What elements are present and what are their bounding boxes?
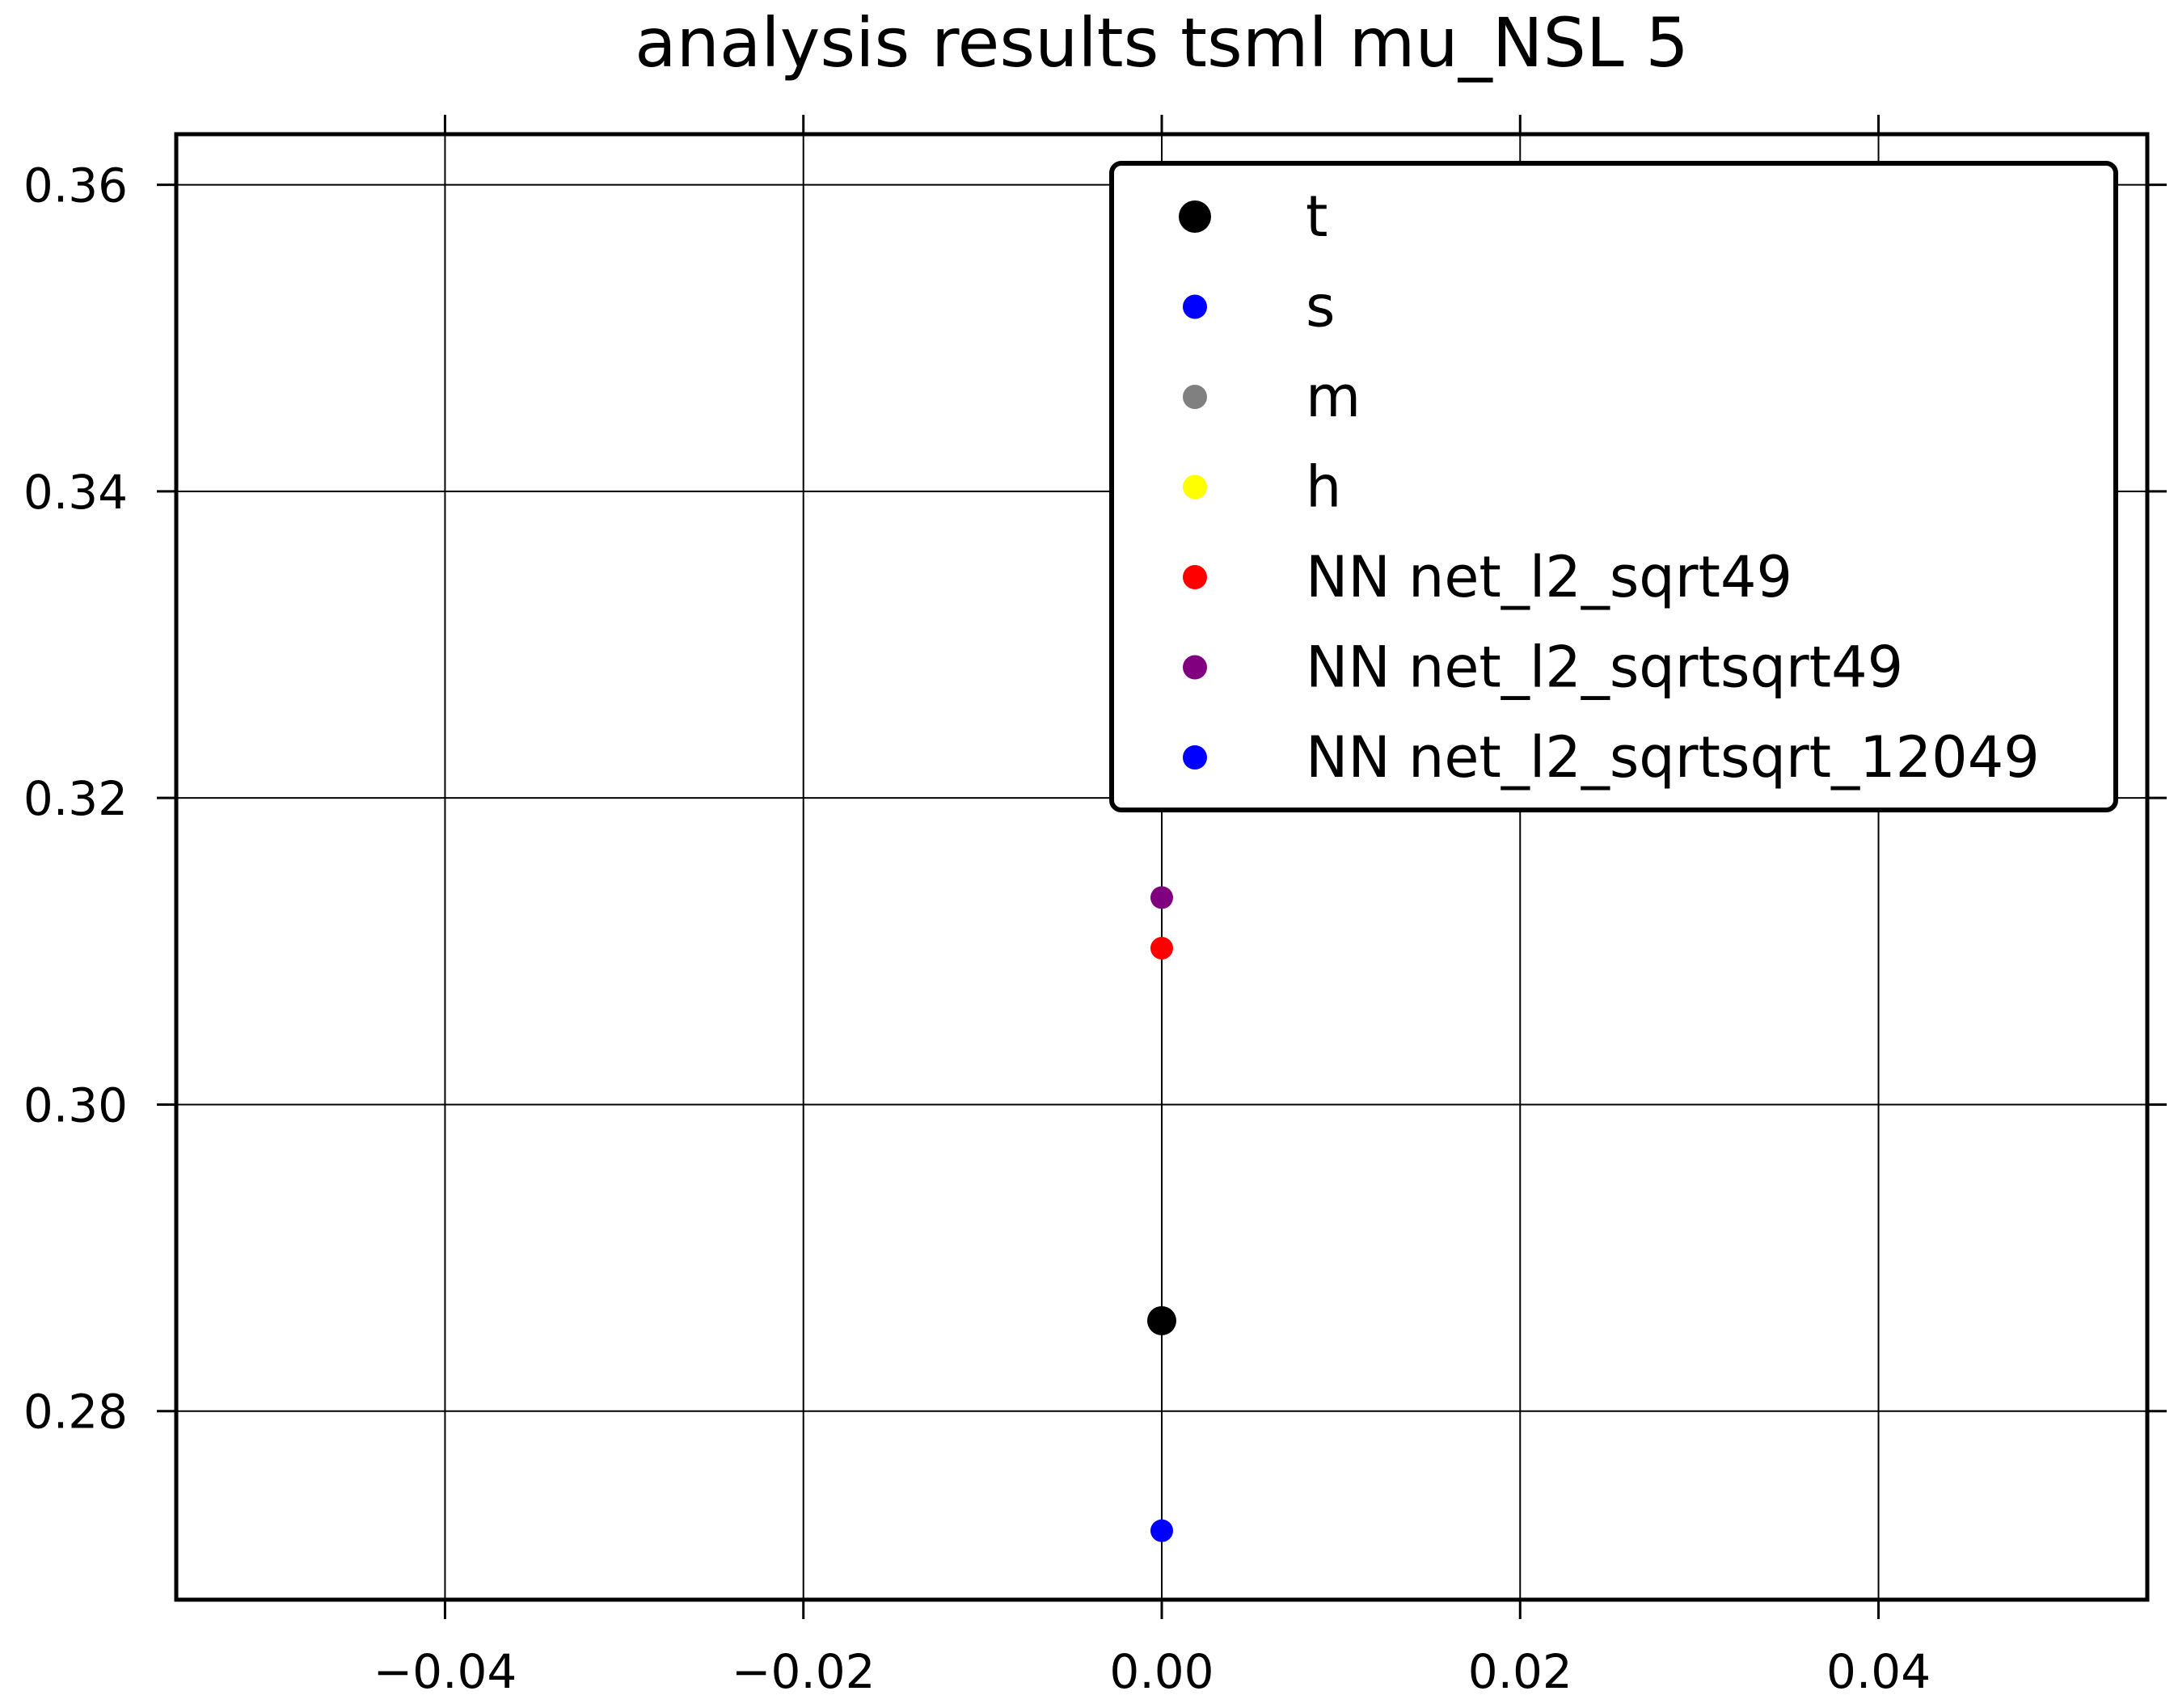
legend-box: [1109, 161, 2118, 812]
data-point: [1150, 1519, 1173, 1542]
y-tick-label: 0.30: [23, 1078, 128, 1132]
x-tick-label: −0.04: [374, 1644, 517, 1699]
y-tick-label: 0.36: [23, 158, 128, 213]
legend-marker: [1183, 745, 1207, 770]
x-tick-label: 0.02: [1468, 1644, 1572, 1699]
legend-marker: [1183, 655, 1207, 680]
chart-title: analysis results tsml mu_NSL 5: [635, 3, 1689, 82]
legend-label: NN net_l2_sqrtsqrt49: [1306, 635, 1903, 701]
axis-ticks: −0.04 −0.02 0.00 0.02 0.04 0.28 0.30 0.32 0.34 0.…: [23, 115, 2167, 1699]
data-points: [1147, 886, 1176, 1542]
legend-label: h: [1306, 454, 1341, 521]
y-tick-label: 0.32: [23, 771, 128, 826]
y-tick-label: 0.34: [23, 465, 128, 520]
legend-label: NN net_l2_sqrt49: [1306, 544, 1792, 610]
y-tick-label: 0.28: [23, 1385, 128, 1440]
plot-area-border: [174, 132, 2150, 1602]
x-tick-label: 0.00: [1109, 1644, 1214, 1699]
legend-marker: [1179, 200, 1211, 233]
x-tick-label: 0.04: [1826, 1644, 1931, 1699]
x-tick-label: −0.02: [732, 1644, 876, 1699]
legend-label: t: [1306, 183, 1327, 250]
legend-marker: [1183, 385, 1207, 409]
legend-marker: [1183, 294, 1207, 319]
legend-label: s: [1306, 274, 1335, 340]
legend-label: m: [1306, 364, 1361, 430]
data-point: [1147, 1305, 1176, 1335]
data-point: [1150, 937, 1173, 960]
legend-label: NN net_l2_sqrtsqrt_12049: [1306, 724, 2040, 791]
data-point: [1150, 886, 1173, 909]
legend-marker: [1183, 565, 1207, 589]
legend-marker: [1183, 474, 1207, 500]
